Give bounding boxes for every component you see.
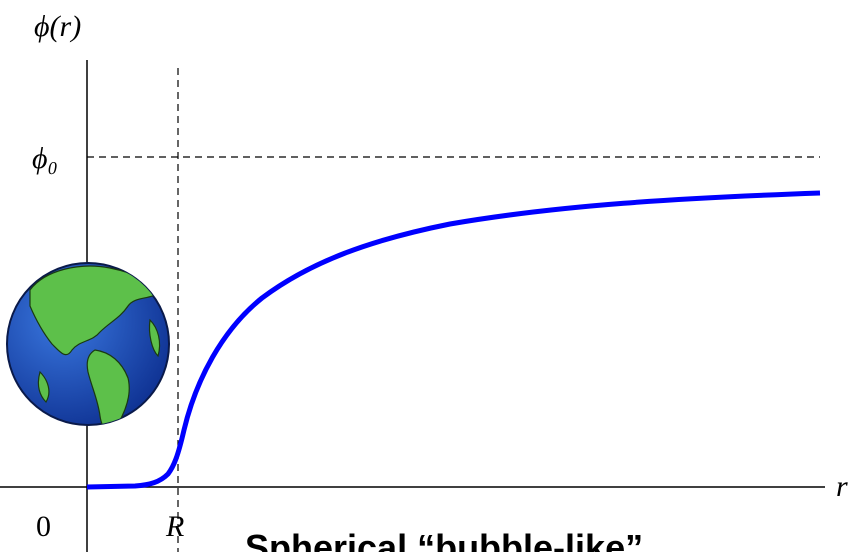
diagram: ϕ(r) ϕ₀ 0 R r Spherical “bubble-like”	[0, 0, 854, 552]
origin-label: 0	[36, 510, 51, 543]
earth-icon	[7, 263, 169, 430]
caption: Spherical “bubble-like”	[245, 527, 643, 552]
y-axis-label: ϕ(r)	[34, 10, 81, 43]
radius-label: R	[165, 510, 184, 543]
field-profile-curve	[87, 193, 820, 487]
x-axis-label: r	[836, 470, 848, 503]
phi-zero-label: ϕ₀	[32, 142, 58, 175]
